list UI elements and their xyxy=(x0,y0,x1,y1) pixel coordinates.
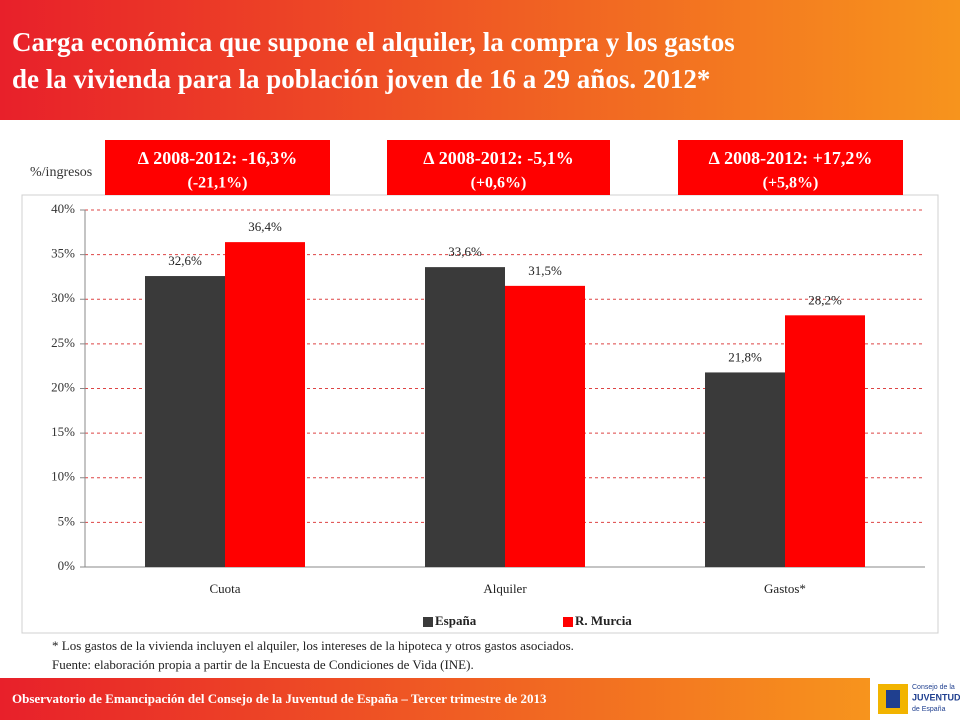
value-label: 28,2% xyxy=(808,292,842,307)
annotation-text: ∆ 2008-2012: +17,2% xyxy=(709,148,873,168)
x-tick-label: Cuota xyxy=(209,581,240,596)
value-label: 36,4% xyxy=(248,219,282,234)
logo-text: de España xyxy=(912,706,946,713)
bar xyxy=(785,315,865,567)
annotation-text: (-21,1%) xyxy=(188,175,248,192)
source: Fuente: elaboración propia a partir de l… xyxy=(52,657,474,672)
legend-swatch xyxy=(563,617,573,627)
header-band xyxy=(0,0,960,120)
bar xyxy=(425,267,505,567)
y-tick-label: 10% xyxy=(51,469,75,484)
logo-text: Consejo de la xyxy=(912,684,955,691)
value-label: 21,8% xyxy=(728,349,762,364)
bar xyxy=(705,372,785,567)
y-axis-label: %/ingresos xyxy=(30,165,92,180)
title-line: Carga económica que supone el alquiler, … xyxy=(12,27,735,57)
value-label: 33,6% xyxy=(448,244,482,259)
footer-band xyxy=(0,678,870,720)
y-tick-label: 20% xyxy=(51,379,75,394)
y-tick-label: 15% xyxy=(51,424,75,439)
annotation-box xyxy=(678,140,903,195)
x-tick-label: Alquiler xyxy=(483,581,527,596)
bar xyxy=(225,242,305,567)
annotation-box xyxy=(387,140,610,195)
y-tick-label: 35% xyxy=(51,246,75,261)
bar xyxy=(145,276,225,567)
annotation-text: ∆ 2008-2012: -5,1% xyxy=(423,148,574,168)
y-tick-label: 30% xyxy=(51,290,75,305)
legend-swatch xyxy=(423,617,433,627)
annotation-box xyxy=(105,140,330,195)
legend-label: España xyxy=(435,613,477,628)
y-tick-label: 0% xyxy=(58,558,76,573)
footer-text: Observatorio de Emancipación del Consejo… xyxy=(12,691,547,706)
x-tick-label: Gastos* xyxy=(764,581,806,596)
value-label: 32,6% xyxy=(168,253,202,268)
logo-mark xyxy=(886,690,900,708)
footnote: * Los gastos de la vivienda incluyen el … xyxy=(52,638,574,653)
annotation-text: (+0,6%) xyxy=(471,175,527,192)
y-tick-label: 40% xyxy=(51,201,75,216)
annotation-text: ∆ 2008-2012: -16,3% xyxy=(138,148,298,168)
title-line: de la vivienda para la población joven d… xyxy=(12,64,710,94)
legend-label: R. Murcia xyxy=(575,613,632,628)
logo-text: JUVENTUD xyxy=(912,692,960,702)
annotation-text: (+5,8%) xyxy=(763,175,819,192)
y-tick-label: 5% xyxy=(58,513,76,528)
value-label: 31,5% xyxy=(528,263,562,278)
y-tick-label: 25% xyxy=(51,335,75,350)
bar xyxy=(505,285,585,567)
